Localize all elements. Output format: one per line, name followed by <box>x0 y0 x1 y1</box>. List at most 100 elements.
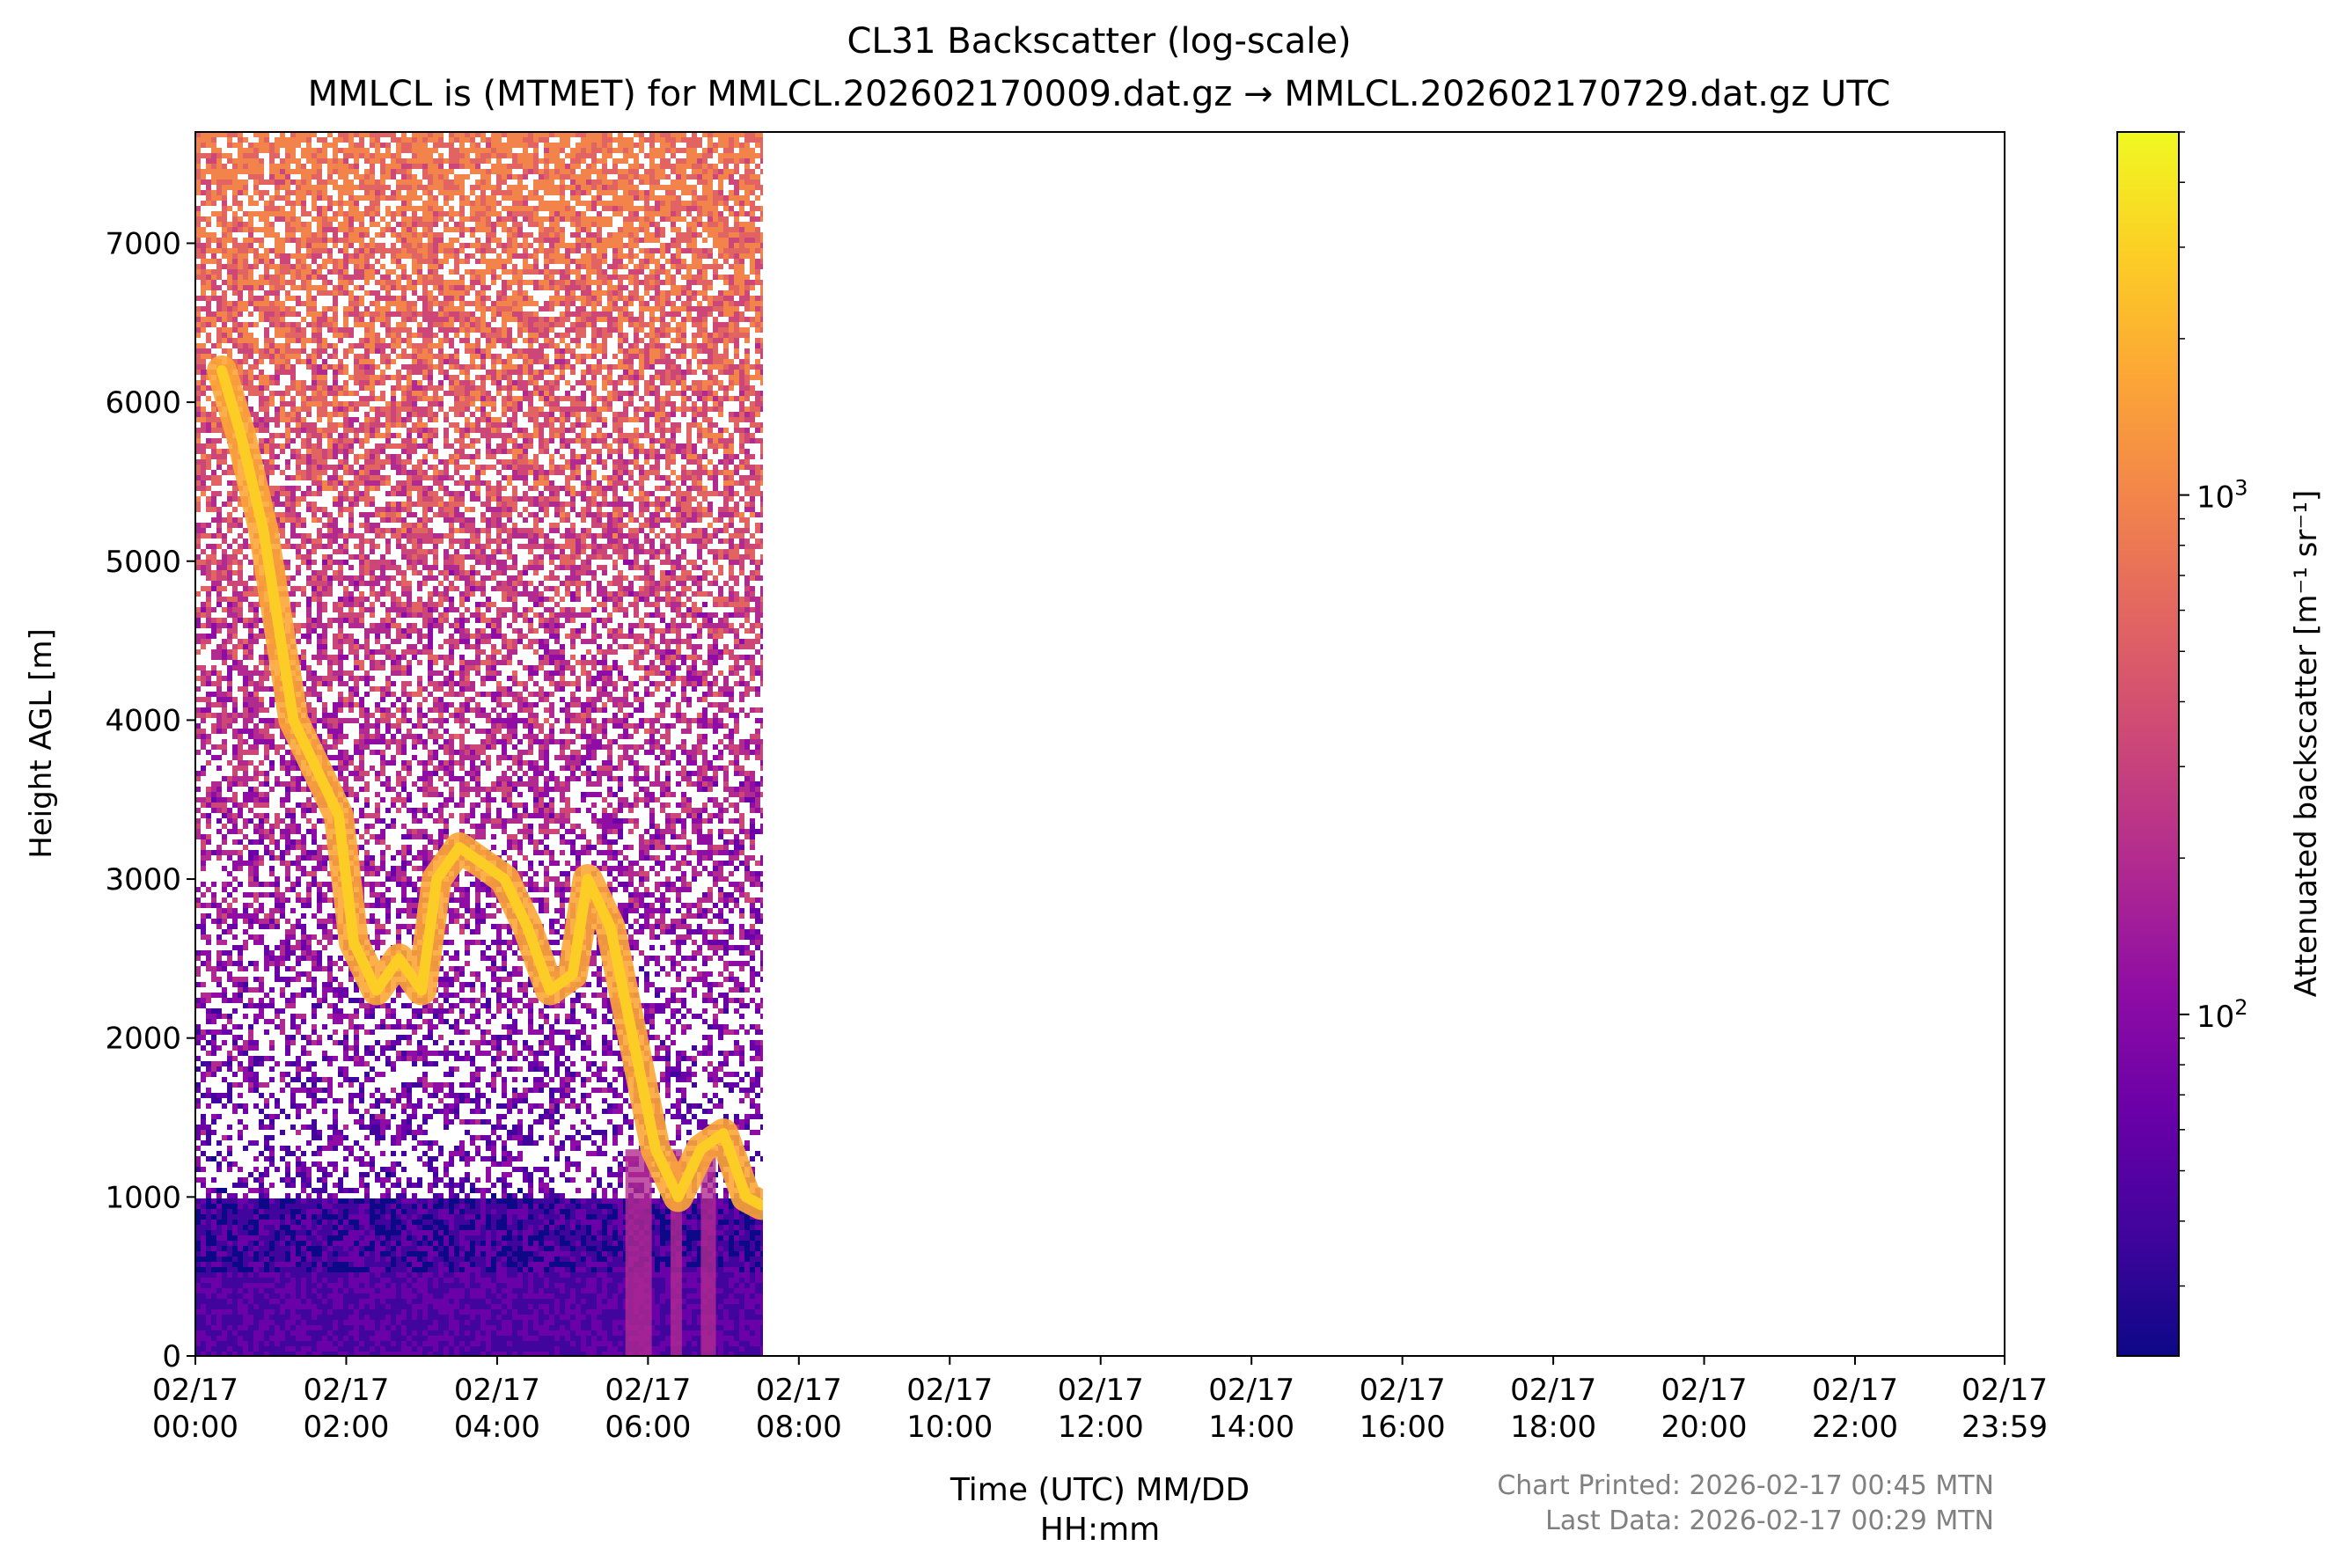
heatmap-cell <box>750 285 755 290</box>
heatmap-cell <box>586 438 591 443</box>
heatmap-cell <box>232 285 238 290</box>
heatmap-cell <box>702 132 708 137</box>
heatmap-cell <box>433 238 438 243</box>
heatmap-cell <box>428 380 433 385</box>
heatmap-cell <box>269 443 275 449</box>
heatmap-cell <box>655 370 660 375</box>
heatmap-cell <box>665 412 671 417</box>
heatmap-cell <box>644 333 649 338</box>
heatmap-cell <box>507 364 512 370</box>
heatmap-cell <box>539 180 544 185</box>
heatmap-cell <box>195 264 201 269</box>
heatmap-cell <box>370 428 375 433</box>
heatmap-cell <box>306 454 312 459</box>
heatmap-cell <box>285 443 290 449</box>
heatmap-cell <box>523 201 528 206</box>
heatmap-cell <box>216 459 222 465</box>
heatmap-cell <box>401 264 407 269</box>
heatmap-cell <box>370 422 375 428</box>
heatmap-cell <box>560 148 565 153</box>
heatmap-cell <box>301 343 306 348</box>
heatmap-cell <box>697 201 702 206</box>
heatmap-cell <box>264 311 269 317</box>
heatmap-cell <box>618 375 623 380</box>
heatmap-cell <box>238 290 243 296</box>
heatmap-cell <box>744 174 750 180</box>
heatmap-cell <box>576 296 581 301</box>
heatmap-cell <box>734 238 739 243</box>
heatmap-cell <box>560 296 565 301</box>
heatmap-cell <box>618 238 623 243</box>
heatmap-cell <box>760 232 763 238</box>
heatmap-cell <box>475 385 480 391</box>
heatmap-cell <box>554 148 560 153</box>
heatmap-cell <box>375 211 380 216</box>
heatmap-cell <box>211 238 216 243</box>
heatmap-cell <box>560 164 565 169</box>
heatmap-cell <box>649 232 655 238</box>
heatmap-cell <box>317 322 322 327</box>
heatmap-cell <box>354 375 359 380</box>
heatmap-cell <box>628 169 634 174</box>
heatmap-cell <box>216 153 222 158</box>
heatmap-cell <box>634 290 639 296</box>
heatmap-cell <box>444 180 449 185</box>
heatmap-cell <box>465 227 470 232</box>
heatmap-cell <box>401 253 407 259</box>
heatmap-cell <box>248 348 253 354</box>
heatmap-cell <box>412 243 417 248</box>
heatmap-cell <box>195 359 201 364</box>
heatmap-cell <box>201 264 206 269</box>
heatmap-cell <box>586 180 591 185</box>
heatmap-cell <box>343 132 348 137</box>
heatmap-cell <box>285 417 290 422</box>
heatmap-cell <box>354 354 359 359</box>
heatmap-cell <box>502 174 507 180</box>
heatmap-cell <box>702 412 708 417</box>
heatmap-cell <box>623 375 628 380</box>
heatmap-cell <box>618 454 623 459</box>
heatmap-cell <box>628 301 634 306</box>
heatmap-cell <box>618 438 623 443</box>
heatmap-cell <box>665 311 671 317</box>
heatmap-cell <box>602 158 607 164</box>
heatmap-cell <box>343 443 348 449</box>
heatmap-cell <box>739 148 744 153</box>
heatmap-cell <box>475 396 480 401</box>
heatmap-cell <box>655 238 660 243</box>
heatmap-cell <box>317 211 322 216</box>
heatmap-cell <box>438 348 444 354</box>
heatmap-cell <box>686 206 692 211</box>
heatmap-cell <box>348 222 354 227</box>
heatmap-cell <box>375 206 380 211</box>
heatmap-cell <box>275 375 280 380</box>
heatmap-cell <box>480 169 486 174</box>
heatmap-cell <box>486 143 491 148</box>
heatmap-cell <box>391 375 396 380</box>
heatmap-cell <box>681 338 686 343</box>
heatmap-cell <box>317 443 322 449</box>
heatmap-cell <box>359 338 364 343</box>
heatmap-cell <box>306 385 312 391</box>
heatmap-cell <box>649 143 655 148</box>
heatmap-cell <box>755 364 760 370</box>
heatmap-cell <box>697 222 702 227</box>
heatmap-cell <box>665 333 671 338</box>
heatmap-cell <box>692 348 697 354</box>
heatmap-cell <box>296 195 301 201</box>
heatmap-cell <box>370 407 375 412</box>
heatmap-cell <box>539 333 544 338</box>
heatmap-cell <box>465 407 470 412</box>
heatmap-cell <box>433 259 438 264</box>
heatmap-cell <box>354 253 359 259</box>
heatmap-cell <box>755 153 760 158</box>
heatmap-cell <box>396 407 401 412</box>
heatmap-cell <box>238 301 243 306</box>
heatmap-cell <box>280 370 285 375</box>
heatmap-cell <box>433 343 438 348</box>
heatmap-cell <box>655 285 660 290</box>
heatmap-cell <box>290 385 296 391</box>
heatmap-cell <box>454 412 459 417</box>
heatmap-cell <box>211 169 216 174</box>
heatmap-cell <box>565 137 570 143</box>
